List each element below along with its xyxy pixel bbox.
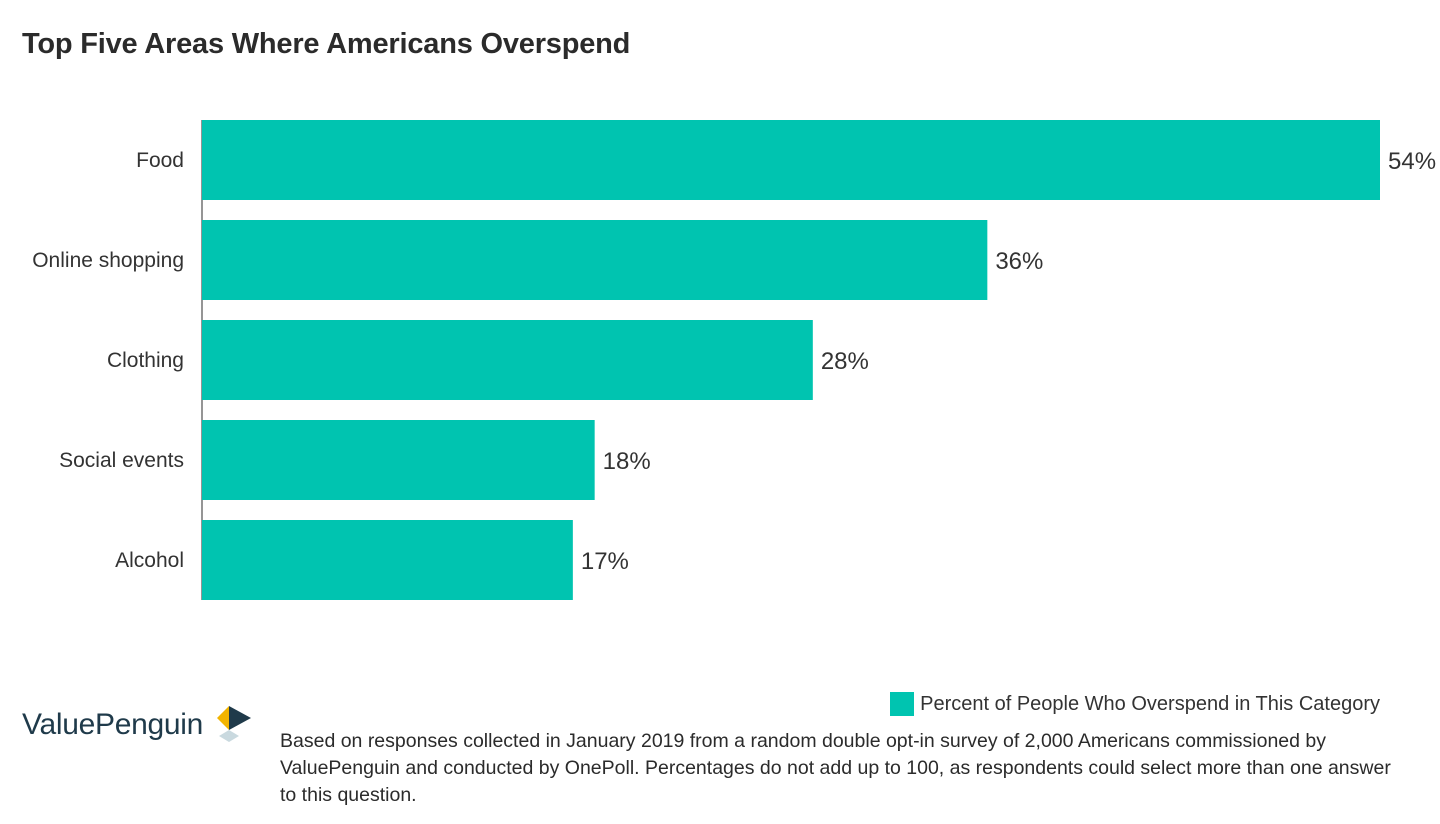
bar-chart: Food 54% Online shopping 36% Clothing 28% Soci… (32, 120, 1436, 600)
value-label: 17% (581, 548, 629, 575)
category-label: Online shopping (32, 249, 184, 272)
bar-alcohol (202, 520, 573, 600)
bar-social-events (202, 420, 595, 500)
legend-swatch (890, 692, 915, 716)
legend: Percent of People Who Overspend in This … (890, 692, 1380, 716)
category-label: Alcohol (115, 549, 184, 572)
category-label: Food (136, 149, 184, 172)
category-label: Social events (59, 449, 184, 472)
category-label: Clothing (107, 349, 184, 372)
footnote: Based on responses collected in January … (280, 730, 1391, 806)
penguin-logo-icon (217, 706, 251, 742)
value-label: 54% (1388, 148, 1436, 175)
bar-clothing (202, 320, 813, 400)
bar-food (202, 120, 1380, 200)
value-label: 28% (821, 348, 869, 375)
value-label: 36% (995, 248, 1043, 275)
value-label: 18% (603, 448, 651, 475)
valuepenguin-logo: ValuePenguin (22, 706, 253, 744)
bar-online-shopping (202, 220, 988, 300)
chart-title: Top Five Areas Where Americans Overspend (22, 28, 631, 60)
logo-text: ValuePenguin (22, 708, 203, 741)
bars-group: Food 54% Online shopping 36% Clothing 28% Soci… (32, 120, 1436, 600)
legend-label: Percent of People Who Overspend in This … (920, 692, 1380, 715)
